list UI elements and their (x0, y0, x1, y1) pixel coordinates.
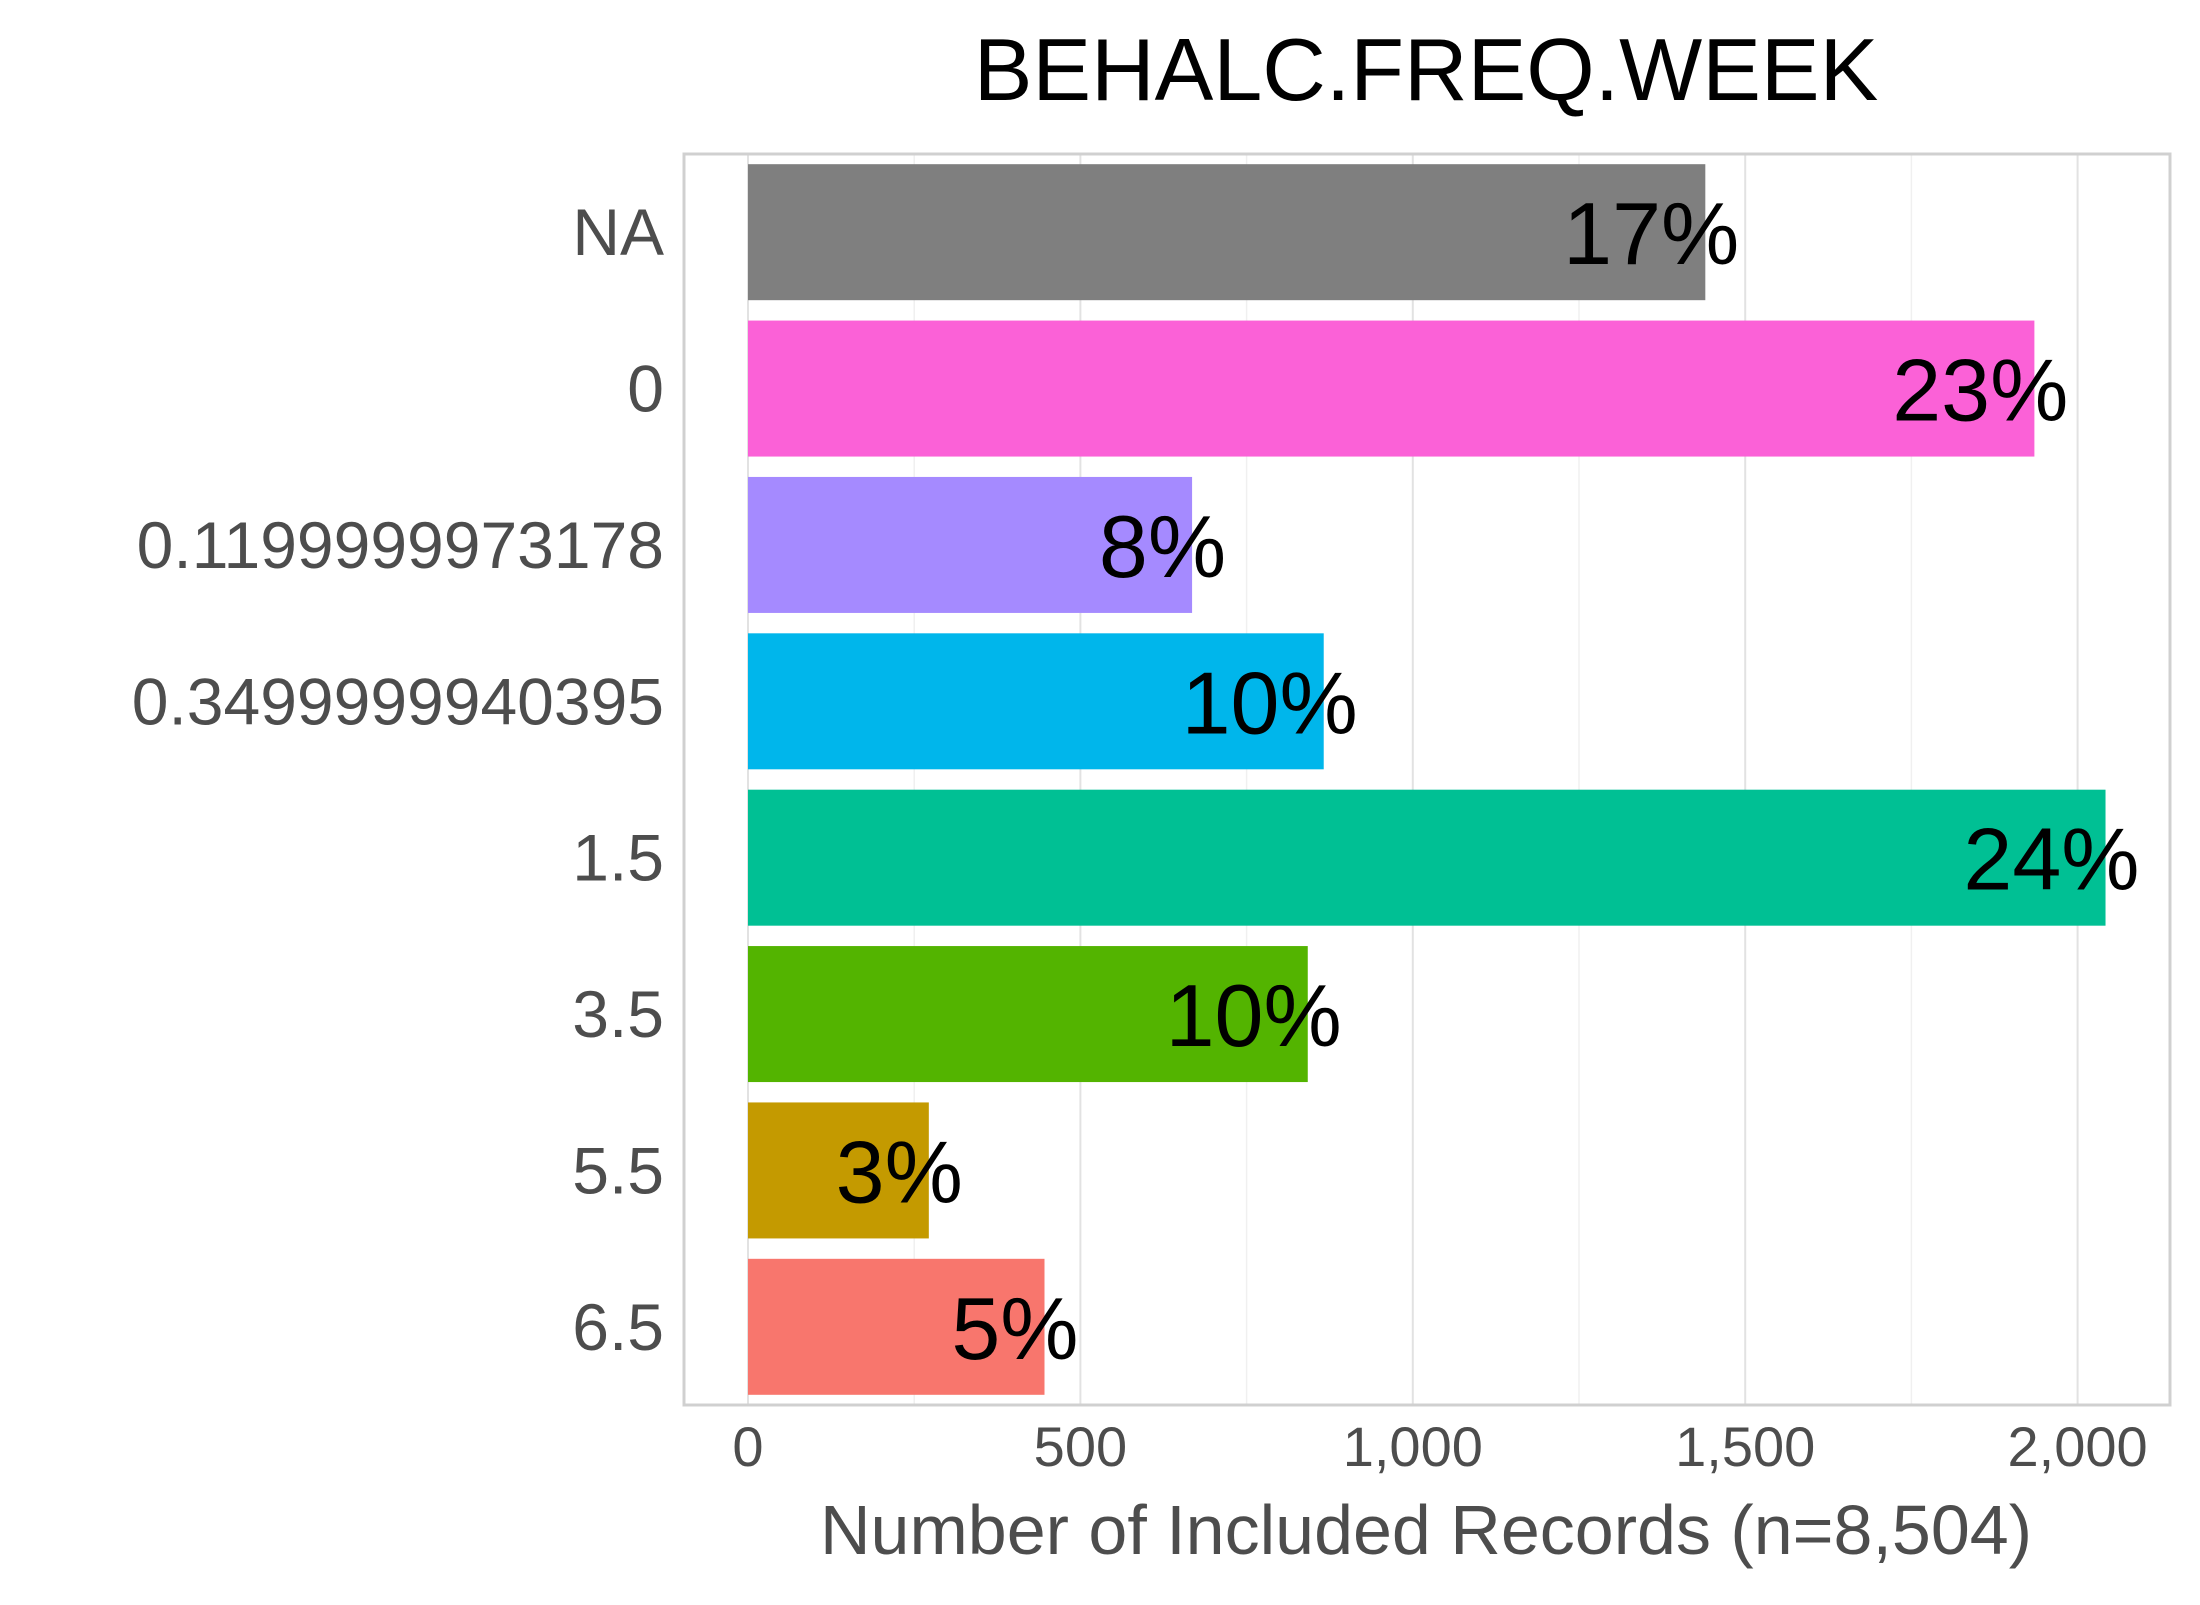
bar-value-label: 8% (1099, 497, 1226, 596)
category-label: NA (572, 195, 664, 269)
bar-value-label: 10% (1166, 966, 1342, 1065)
x-tick-label: 0 (732, 1415, 763, 1478)
category-label: 0.1199999973178 (137, 508, 664, 582)
bar (748, 164, 1706, 301)
bar (748, 789, 2106, 926)
bar-value-label: 5% (951, 1279, 1078, 1378)
category-label: 0 (627, 352, 664, 426)
bar (748, 633, 1324, 770)
plot-panel-border (682, 152, 2172, 1407)
bar (748, 1102, 929, 1239)
bar-value-label: 3% (836, 1122, 963, 1221)
x-tick-label: 1,500 (1675, 1415, 1815, 1478)
bar (748, 1258, 1045, 1395)
bar (748, 320, 2035, 457)
category-label: 3.5 (572, 977, 664, 1051)
bar-value-labels: 17% 23% 8% 10% 24% 10% 3% 5% (836, 184, 2140, 1378)
bar-value-label: 23% (1892, 341, 2068, 440)
y-axis-category-labels: NA 0 0.1199999973178 0.3499999940395 1.5 3.5 5… (132, 195, 664, 1364)
category-label: 0.3499999940395 (132, 664, 664, 738)
x-tick-label: 500 (1034, 1415, 1127, 1478)
category-label: 1.5 (572, 821, 664, 895)
category-label: 5.5 (572, 1133, 664, 1207)
chart-title: BEHALC.FREQ.WEEK (974, 20, 1879, 119)
category-label: 6.5 (572, 1290, 664, 1364)
x-axis-tick-labels: 0 500 1,000 1,500 2,000 (732, 1415, 2147, 1478)
x-axis-title: Number of Included Records (n=8,504) (820, 1491, 2032, 1569)
bars-layer (748, 164, 2106, 1395)
bar-value-label: 10% (1182, 653, 1358, 752)
bar-value-label: 17% (1563, 184, 1739, 283)
x-tick-label: 2,000 (2008, 1415, 2148, 1478)
bar (748, 946, 1308, 1083)
bar (748, 476, 1193, 613)
bar-value-label: 24% (1963, 810, 2139, 909)
x-tick-label: 1,000 (1343, 1415, 1483, 1478)
